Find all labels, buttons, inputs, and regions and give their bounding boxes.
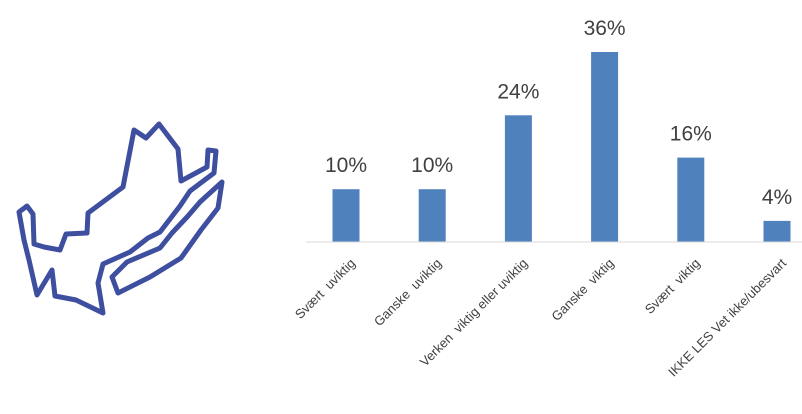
- x-tick-label: Ganske viktig: [548, 256, 616, 324]
- x-tick-label: Ganske uviktig: [371, 256, 444, 329]
- data-label: 10%: [325, 154, 367, 177]
- data-label: 4%: [762, 186, 792, 209]
- data-label: 36%: [584, 17, 626, 40]
- bar: [332, 189, 360, 242]
- data-label: 10%: [411, 154, 453, 177]
- bar: [504, 115, 532, 242]
- data-label: 16%: [670, 123, 712, 146]
- bar: [763, 220, 791, 242]
- data-label: 24%: [497, 80, 539, 103]
- bar: [418, 189, 446, 242]
- x-tick-label: Svært uviktig: [292, 256, 358, 322]
- bar: [591, 52, 619, 242]
- bar: [677, 157, 705, 242]
- x-tick-label: Svært viktig: [642, 256, 703, 317]
- hands-icon: [16, 121, 225, 316]
